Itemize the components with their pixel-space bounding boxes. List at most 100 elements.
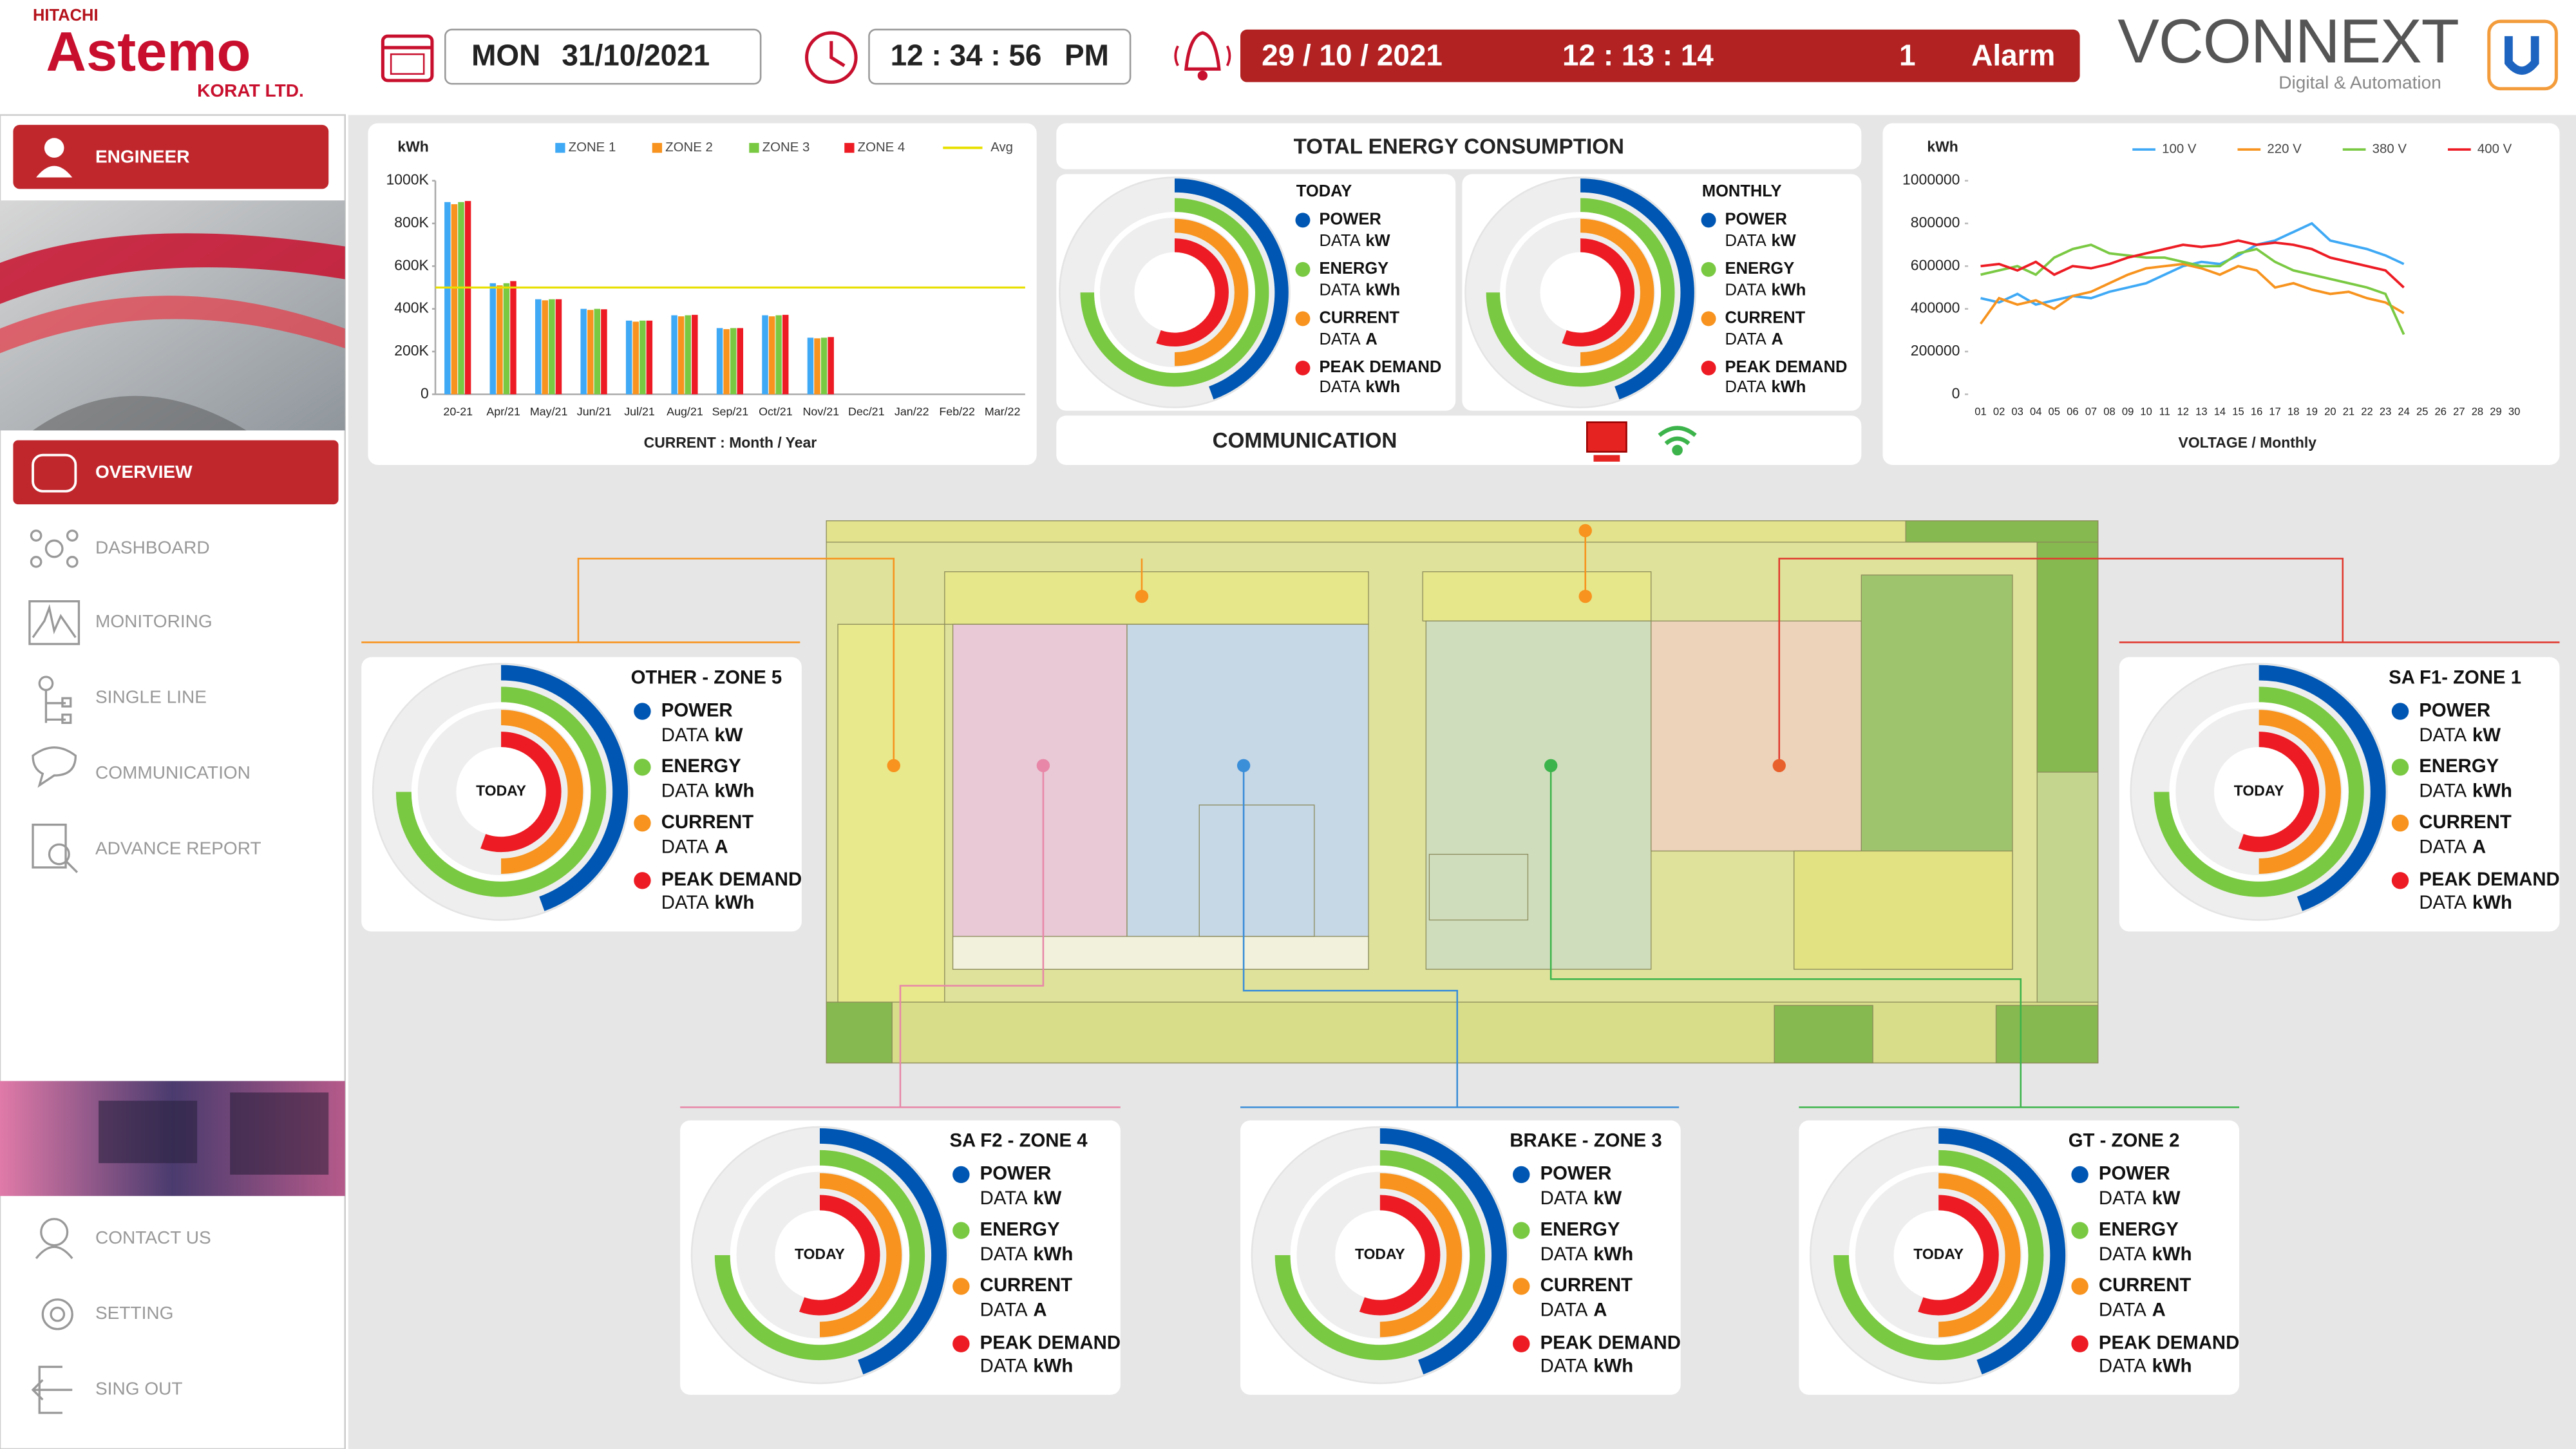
legend-label: ZONE 1 [569, 140, 616, 155]
footer-menu-item[interactable]: CONTACT US [95, 1227, 211, 1247]
ampm: PM [1065, 38, 1109, 71]
bar [497, 285, 503, 395]
x-tick-label: 05 [2049, 406, 2060, 418]
legend-swatch [844, 142, 855, 153]
u-icon[interactable] [2487, 19, 2558, 91]
legend-label: ZONE 3 [762, 140, 810, 155]
ring-arc [1938, 1173, 2021, 1338]
bar [510, 281, 516, 395]
zone-title: BRAKE - ZONE 3 [1510, 1130, 1662, 1151]
bar [458, 202, 464, 395]
unit-text: kWh [2152, 1355, 2192, 1376]
x-tick-label: 10 [2140, 406, 2152, 418]
legend-label: PEAK DEMAND [1725, 358, 1848, 376]
footer-menu-item[interactable]: SETTING [95, 1303, 174, 1323]
unit-text: A [2152, 1299, 2166, 1320]
line-series [1980, 243, 2405, 336]
brand-top: HITACHI [33, 6, 99, 24]
ring-arc [1580, 218, 1654, 366]
ring-arc [1379, 1128, 1507, 1375]
unit-text: kW [2152, 1188, 2181, 1209]
legend-data: DATA kW [1319, 232, 1390, 250]
legend-data: DATA kWh [1725, 281, 1806, 299]
legend-dot [952, 1278, 970, 1295]
unit-text: kWh [714, 892, 754, 913]
ring-arc [1379, 1173, 1463, 1338]
legend-dot [634, 759, 651, 776]
footer-menu-item[interactable]: SING OUT [95, 1379, 183, 1399]
x-tick-label: 08 [2103, 406, 2115, 418]
ring-separator [1097, 214, 1253, 371]
y-tick-label: 1000000 [1902, 171, 1960, 188]
bell-icon [1174, 31, 1231, 80]
unit-text: kWh [1365, 281, 1400, 299]
user-label: ENGINEER [95, 146, 189, 166]
ring-arc [1562, 238, 1634, 346]
bar [503, 283, 510, 395]
alarm-bar[interactable] [1240, 29, 2080, 82]
legend-dot [1513, 1335, 1530, 1352]
unit-text: kW [1593, 1188, 1622, 1209]
bar [762, 315, 768, 395]
unit-text: kWh [2472, 892, 2512, 913]
ring-separator [1502, 214, 1658, 371]
menu-icons [28, 529, 80, 1414]
ring-track [691, 1127, 948, 1383]
y-tick-label: 800K [394, 214, 429, 231]
x-tick-label: 11 [2159, 406, 2170, 418]
pc-icon [1586, 421, 1627, 462]
data-text: DATA [2099, 1244, 2146, 1265]
legend-data: DATA kWh [661, 892, 755, 913]
menu-item[interactable]: DASHBOARD [95, 537, 210, 557]
menu-item[interactable]: OVERVIEW [95, 462, 193, 482]
legend-label: PEAK DEMAND [2099, 1332, 2239, 1353]
legend-dot [1295, 311, 1311, 327]
x-axis-label: VOLTAGE / Monthly [2179, 434, 2317, 451]
menu-item[interactable]: COMMUNICATION [95, 762, 251, 782]
legend-label: CURRENT [1319, 309, 1399, 327]
bar [646, 320, 653, 395]
bar [671, 315, 677, 395]
legend-dot [634, 872, 651, 889]
bar [639, 320, 646, 395]
y-tick-label: 600K [394, 256, 429, 273]
legend-data: DATA A [1540, 1299, 1607, 1320]
data-text: DATA [1319, 378, 1360, 396]
banner-bottom [0, 1081, 345, 1197]
unit-text: kW [1033, 1188, 1061, 1209]
menu-item[interactable]: MONITORING [95, 611, 213, 631]
y-tick-label: 400K [394, 299, 429, 316]
zone-center-label: TODAY [2234, 782, 2284, 799]
legend-dot [1295, 360, 1311, 375]
overview-button[interactable] [13, 440, 339, 505]
x-tick-label: Jul/21 [624, 405, 655, 418]
ring-separator [1293, 1168, 1467, 1342]
menu-item[interactable]: SINGLE LINE [95, 687, 207, 707]
y-tick-label: 0 [1952, 384, 1960, 401]
x-tick-label: 04 [2030, 406, 2041, 418]
data-text: DATA [980, 1355, 1028, 1376]
y-axis-label: kWh [1927, 138, 1958, 155]
ring-arc [1156, 238, 1229, 346]
legend-data: DATA kW [1540, 1188, 1622, 1209]
legend-label: ENERGY [980, 1218, 1060, 1240]
zone-title: OTHER - ZONE 5 [631, 667, 782, 688]
x-tick-label: 09 [2122, 406, 2134, 418]
legend-dot [1295, 261, 1311, 277]
data-text: DATA [1540, 1299, 1588, 1320]
data-text: DATA [661, 892, 709, 913]
menu-item[interactable]: ADVANCE REPORT [95, 838, 261, 858]
user-button[interactable] [13, 124, 329, 189]
y-tick-label: 200000 [1911, 342, 1960, 359]
y-tick-label: 1000K [386, 171, 429, 188]
legend-label: CURRENT [980, 1274, 1072, 1296]
legend-swatch [555, 142, 565, 153]
ring-arc [1174, 218, 1249, 366]
legend-label: PEAK DEMAND [661, 869, 802, 890]
unit-text: A [1033, 1299, 1046, 1320]
legend-data: DATA kWh [980, 1244, 1074, 1265]
bar [580, 308, 587, 395]
ring-separator [690, 1126, 949, 1385]
y-tick-label: 200K [394, 342, 429, 359]
legend-label: ENERGY [661, 755, 741, 777]
